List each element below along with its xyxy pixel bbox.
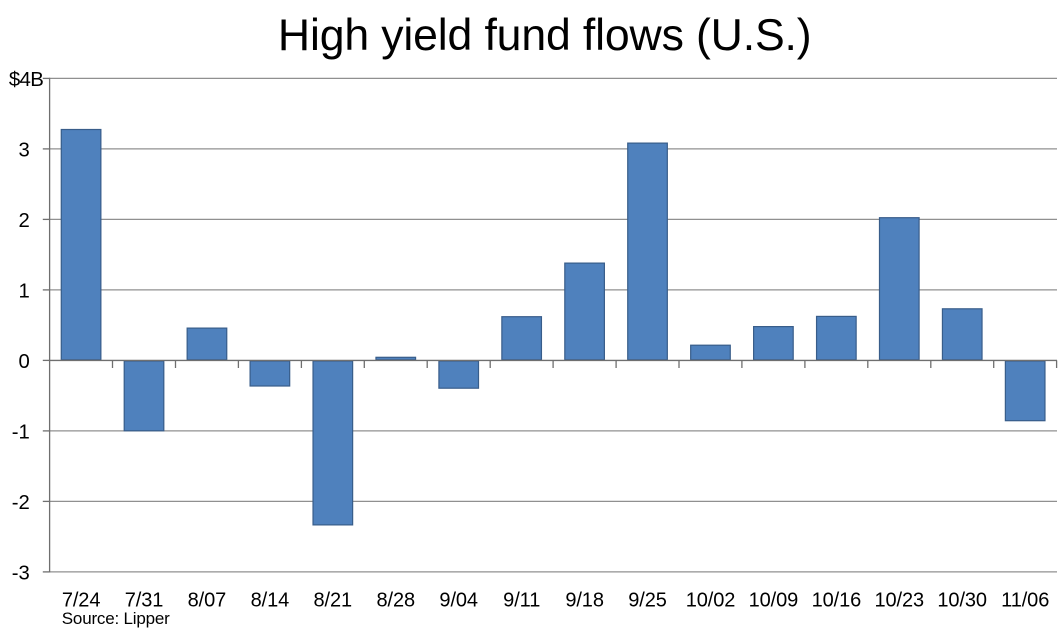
svg-text:11/06: 11/06	[1001, 590, 1049, 612]
svg-text:9/11: 9/11	[503, 590, 540, 612]
svg-text:-3: -3	[12, 563, 30, 585]
svg-text:0: 0	[19, 351, 30, 373]
svg-text:7/24: 7/24	[62, 590, 101, 612]
svg-text:$4B: $4B	[9, 69, 43, 91]
svg-text:-2: -2	[12, 492, 30, 514]
svg-text:9/04: 9/04	[439, 590, 478, 612]
svg-text:10/23: 10/23	[875, 590, 925, 612]
svg-text:-1: -1	[12, 422, 30, 444]
svg-text:8/28: 8/28	[377, 590, 416, 612]
svg-text:8/07: 8/07	[188, 590, 227, 612]
svg-text:9/18: 9/18	[565, 590, 604, 612]
svg-text:10/02: 10/02	[686, 590, 736, 612]
svg-text:3: 3	[19, 140, 30, 162]
svg-text:10/09: 10/09	[749, 590, 799, 612]
svg-text:10/16: 10/16	[812, 590, 862, 612]
svg-text:7/31: 7/31	[125, 590, 164, 612]
svg-text:9/25: 9/25	[628, 590, 667, 612]
svg-text:Source: Lipper: Source: Lipper	[62, 609, 170, 628]
svg-text:2: 2	[19, 210, 30, 232]
svg-text:8/21: 8/21	[314, 590, 353, 612]
svg-text:1: 1	[19, 281, 30, 303]
svg-text:8/14: 8/14	[251, 590, 290, 612]
svg-text:10/30: 10/30	[937, 590, 987, 612]
svg-text:High yield fund flows (U.S.): High yield fund flows (U.S.)	[278, 11, 812, 60]
